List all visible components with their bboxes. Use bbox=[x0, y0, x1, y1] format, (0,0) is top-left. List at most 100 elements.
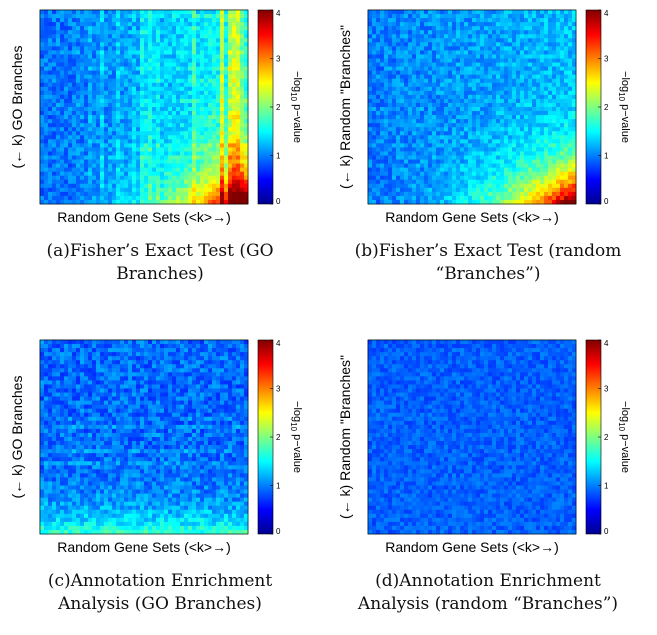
heatmap-cell bbox=[512, 42, 516, 46]
heatmap-cell bbox=[104, 119, 108, 123]
heatmap-cell bbox=[116, 103, 120, 107]
heatmap-cell bbox=[52, 18, 56, 22]
heatmap-cell bbox=[532, 172, 536, 176]
heatmap-cell bbox=[208, 147, 212, 151]
heatmap-cell bbox=[392, 135, 396, 139]
heatmap-cell bbox=[96, 168, 100, 172]
heatmap-cell bbox=[368, 91, 372, 95]
heatmap-cell bbox=[76, 115, 80, 119]
heatmap-cell bbox=[392, 14, 396, 18]
heatmap-cell bbox=[484, 188, 488, 192]
heatmap-cell bbox=[416, 115, 420, 119]
heatmap-cell bbox=[376, 71, 380, 75]
heatmap-cell bbox=[232, 42, 236, 46]
heatmap-cell bbox=[240, 156, 244, 160]
heatmap-cell bbox=[436, 127, 440, 131]
heatmap-cell bbox=[532, 168, 536, 172]
heatmap-cell bbox=[476, 164, 480, 168]
heatmap-cell bbox=[388, 127, 392, 131]
heatmap-cell bbox=[500, 71, 504, 75]
heatmap-cell bbox=[188, 46, 192, 50]
heatmap-cell bbox=[528, 151, 532, 155]
heatmap-cell bbox=[444, 59, 448, 63]
heatmap-cell bbox=[488, 168, 492, 172]
heatmap-cell bbox=[128, 196, 132, 200]
heatmap-cell bbox=[548, 143, 552, 147]
heatmap-cell bbox=[520, 46, 524, 50]
heatmap-cell bbox=[208, 135, 212, 139]
heatmap-cell bbox=[236, 127, 240, 131]
heatmap-cell bbox=[376, 135, 380, 139]
heatmap-cell bbox=[112, 200, 116, 204]
heatmap-cell bbox=[52, 111, 56, 115]
heatmap-cell bbox=[504, 127, 508, 131]
heatmap-cell bbox=[396, 75, 400, 79]
heatmap-cell bbox=[532, 164, 536, 168]
heatmap-cell bbox=[404, 168, 408, 172]
heatmap-cell bbox=[428, 87, 432, 91]
heatmap-cell bbox=[124, 184, 128, 188]
heatmap-cell bbox=[568, 38, 572, 42]
heatmap-cell bbox=[48, 22, 52, 26]
heatmap-cell bbox=[484, 147, 488, 151]
heatmap-cell bbox=[56, 91, 60, 95]
heatmap-cell bbox=[420, 188, 424, 192]
heatmap-cell bbox=[76, 131, 80, 135]
heatmap-cell bbox=[380, 87, 384, 91]
heatmap-cell bbox=[56, 180, 60, 184]
heatmap-cell bbox=[504, 143, 508, 147]
heatmap-cell bbox=[420, 107, 424, 111]
heatmap-cell bbox=[404, 91, 408, 95]
heatmap-cell bbox=[40, 184, 44, 188]
heatmap-cell bbox=[424, 115, 428, 119]
heatmap-cell bbox=[152, 139, 156, 143]
heatmap-cell bbox=[520, 14, 524, 18]
heatmap-cell bbox=[408, 139, 412, 143]
heatmap-cell bbox=[392, 115, 396, 119]
heatmap-cell bbox=[112, 176, 116, 180]
heatmap-cell bbox=[400, 196, 404, 200]
heatmap-cell bbox=[176, 196, 180, 200]
heatmap-cell bbox=[244, 180, 248, 184]
heatmap-cell bbox=[400, 22, 404, 26]
heatmap-cell bbox=[76, 172, 80, 176]
heatmap-cell bbox=[228, 143, 232, 147]
heatmap-cell bbox=[172, 54, 176, 58]
heatmap-cell bbox=[48, 38, 52, 42]
heatmap-cell bbox=[104, 22, 108, 26]
heatmap-cell bbox=[124, 95, 128, 99]
heatmap-cell bbox=[540, 83, 544, 87]
heatmap-cell bbox=[48, 123, 52, 127]
heatmap-cell bbox=[120, 50, 124, 54]
heatmap-cell bbox=[208, 188, 212, 192]
heatmap-cell bbox=[408, 87, 412, 91]
heatmap-cell bbox=[220, 123, 224, 127]
heatmap-cell bbox=[492, 18, 496, 22]
heatmap-cell bbox=[52, 54, 56, 58]
heatmap-cell bbox=[68, 83, 72, 87]
heatmap-cell bbox=[456, 119, 460, 123]
heatmap-cell bbox=[152, 34, 156, 38]
heatmap-cell bbox=[132, 87, 136, 91]
heatmap-cell bbox=[176, 63, 180, 67]
heatmap-cell bbox=[440, 176, 444, 180]
heatmap-cell bbox=[232, 123, 236, 127]
heatmap-cell bbox=[444, 71, 448, 75]
heatmap-cell bbox=[468, 22, 472, 26]
heatmap-cell bbox=[428, 168, 432, 172]
heatmap-cell bbox=[368, 75, 372, 79]
heatmap-cell bbox=[392, 180, 396, 184]
heatmap-cell bbox=[484, 115, 488, 119]
heatmap-cell bbox=[384, 123, 388, 127]
heatmap-cell bbox=[516, 176, 520, 180]
heatmap-cell bbox=[448, 176, 452, 180]
heatmap-cell bbox=[488, 196, 492, 200]
heatmap-cell bbox=[176, 87, 180, 91]
heatmap-cell bbox=[412, 71, 416, 75]
heatmap-cell bbox=[536, 63, 540, 67]
heatmap-cell bbox=[572, 46, 576, 50]
heatmap-cell bbox=[368, 156, 372, 160]
heatmap-cell bbox=[204, 10, 208, 14]
heatmap-cell bbox=[108, 75, 112, 79]
heatmap-cell bbox=[116, 184, 120, 188]
